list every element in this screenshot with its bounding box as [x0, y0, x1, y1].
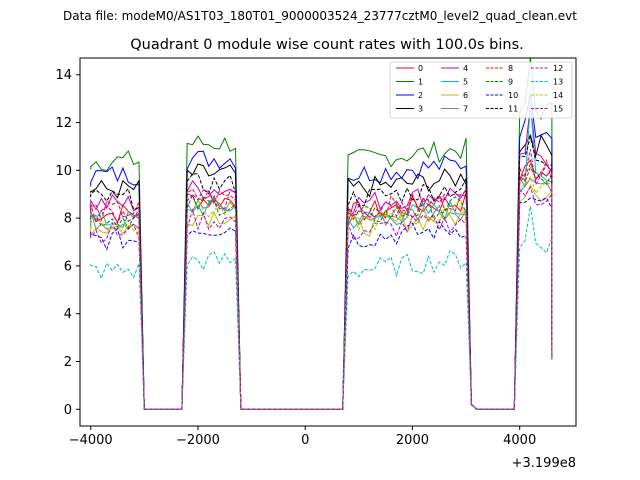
- legend-label-0: 0: [418, 64, 423, 73]
- legend-label-1: 1: [418, 78, 423, 87]
- chart-title: Quadrant 0 module wise count rates with …: [130, 37, 524, 53]
- x-axis: −4000 −2000 0 2000 4000: [69, 426, 536, 448]
- legend-label-5: 5: [463, 78, 468, 87]
- y-tick-label: 4: [64, 307, 72, 322]
- y-tick-label: 10: [55, 164, 72, 179]
- legend-label-12: 12: [553, 64, 563, 73]
- legend-label-9: 9: [508, 78, 513, 87]
- legend-label-15: 15: [553, 105, 563, 114]
- legend-label-6: 6: [463, 91, 468, 100]
- x-tick-label: −4000: [69, 433, 113, 448]
- x-tick-label: −2000: [176, 433, 220, 448]
- y-tick-label: 14: [55, 68, 72, 83]
- x-offset-label: +3.199e8: [512, 456, 576, 471]
- y-tick-label: 12: [55, 116, 72, 131]
- y-tick-label: 2: [64, 355, 72, 370]
- legend-label-14: 14: [553, 91, 563, 100]
- legend-box: [389, 61, 573, 119]
- series-layer: [90, 57, 553, 410]
- legend-label-13: 13: [553, 78, 563, 87]
- x-tick-label: 2000: [396, 433, 429, 448]
- x-tick-label: 0: [301, 433, 309, 448]
- legend-label-10: 10: [508, 91, 518, 100]
- legend-label-11: 11: [508, 105, 518, 114]
- legend-label-2: 2: [418, 91, 423, 100]
- plot-frame: [79, 57, 577, 427]
- legend-label-4: 4: [463, 64, 468, 73]
- legend-label-7: 7: [463, 105, 468, 114]
- series-line-15: [90, 149, 553, 410]
- legend-label-3: 3: [418, 105, 423, 114]
- y-tick-label: 0: [64, 403, 72, 418]
- y-tick-label: 8: [64, 212, 72, 227]
- chart-suptitle: Data file: modeM0/AS1T03_180T01_90000035…: [63, 9, 577, 23]
- x-tick-label: 4000: [503, 433, 536, 448]
- y-axis: 0 2 4 6 8 10 12 14: [55, 68, 80, 418]
- plot-area: [80, 58, 576, 426]
- legend-label-8: 8: [508, 64, 513, 73]
- y-tick-label: 6: [64, 259, 72, 274]
